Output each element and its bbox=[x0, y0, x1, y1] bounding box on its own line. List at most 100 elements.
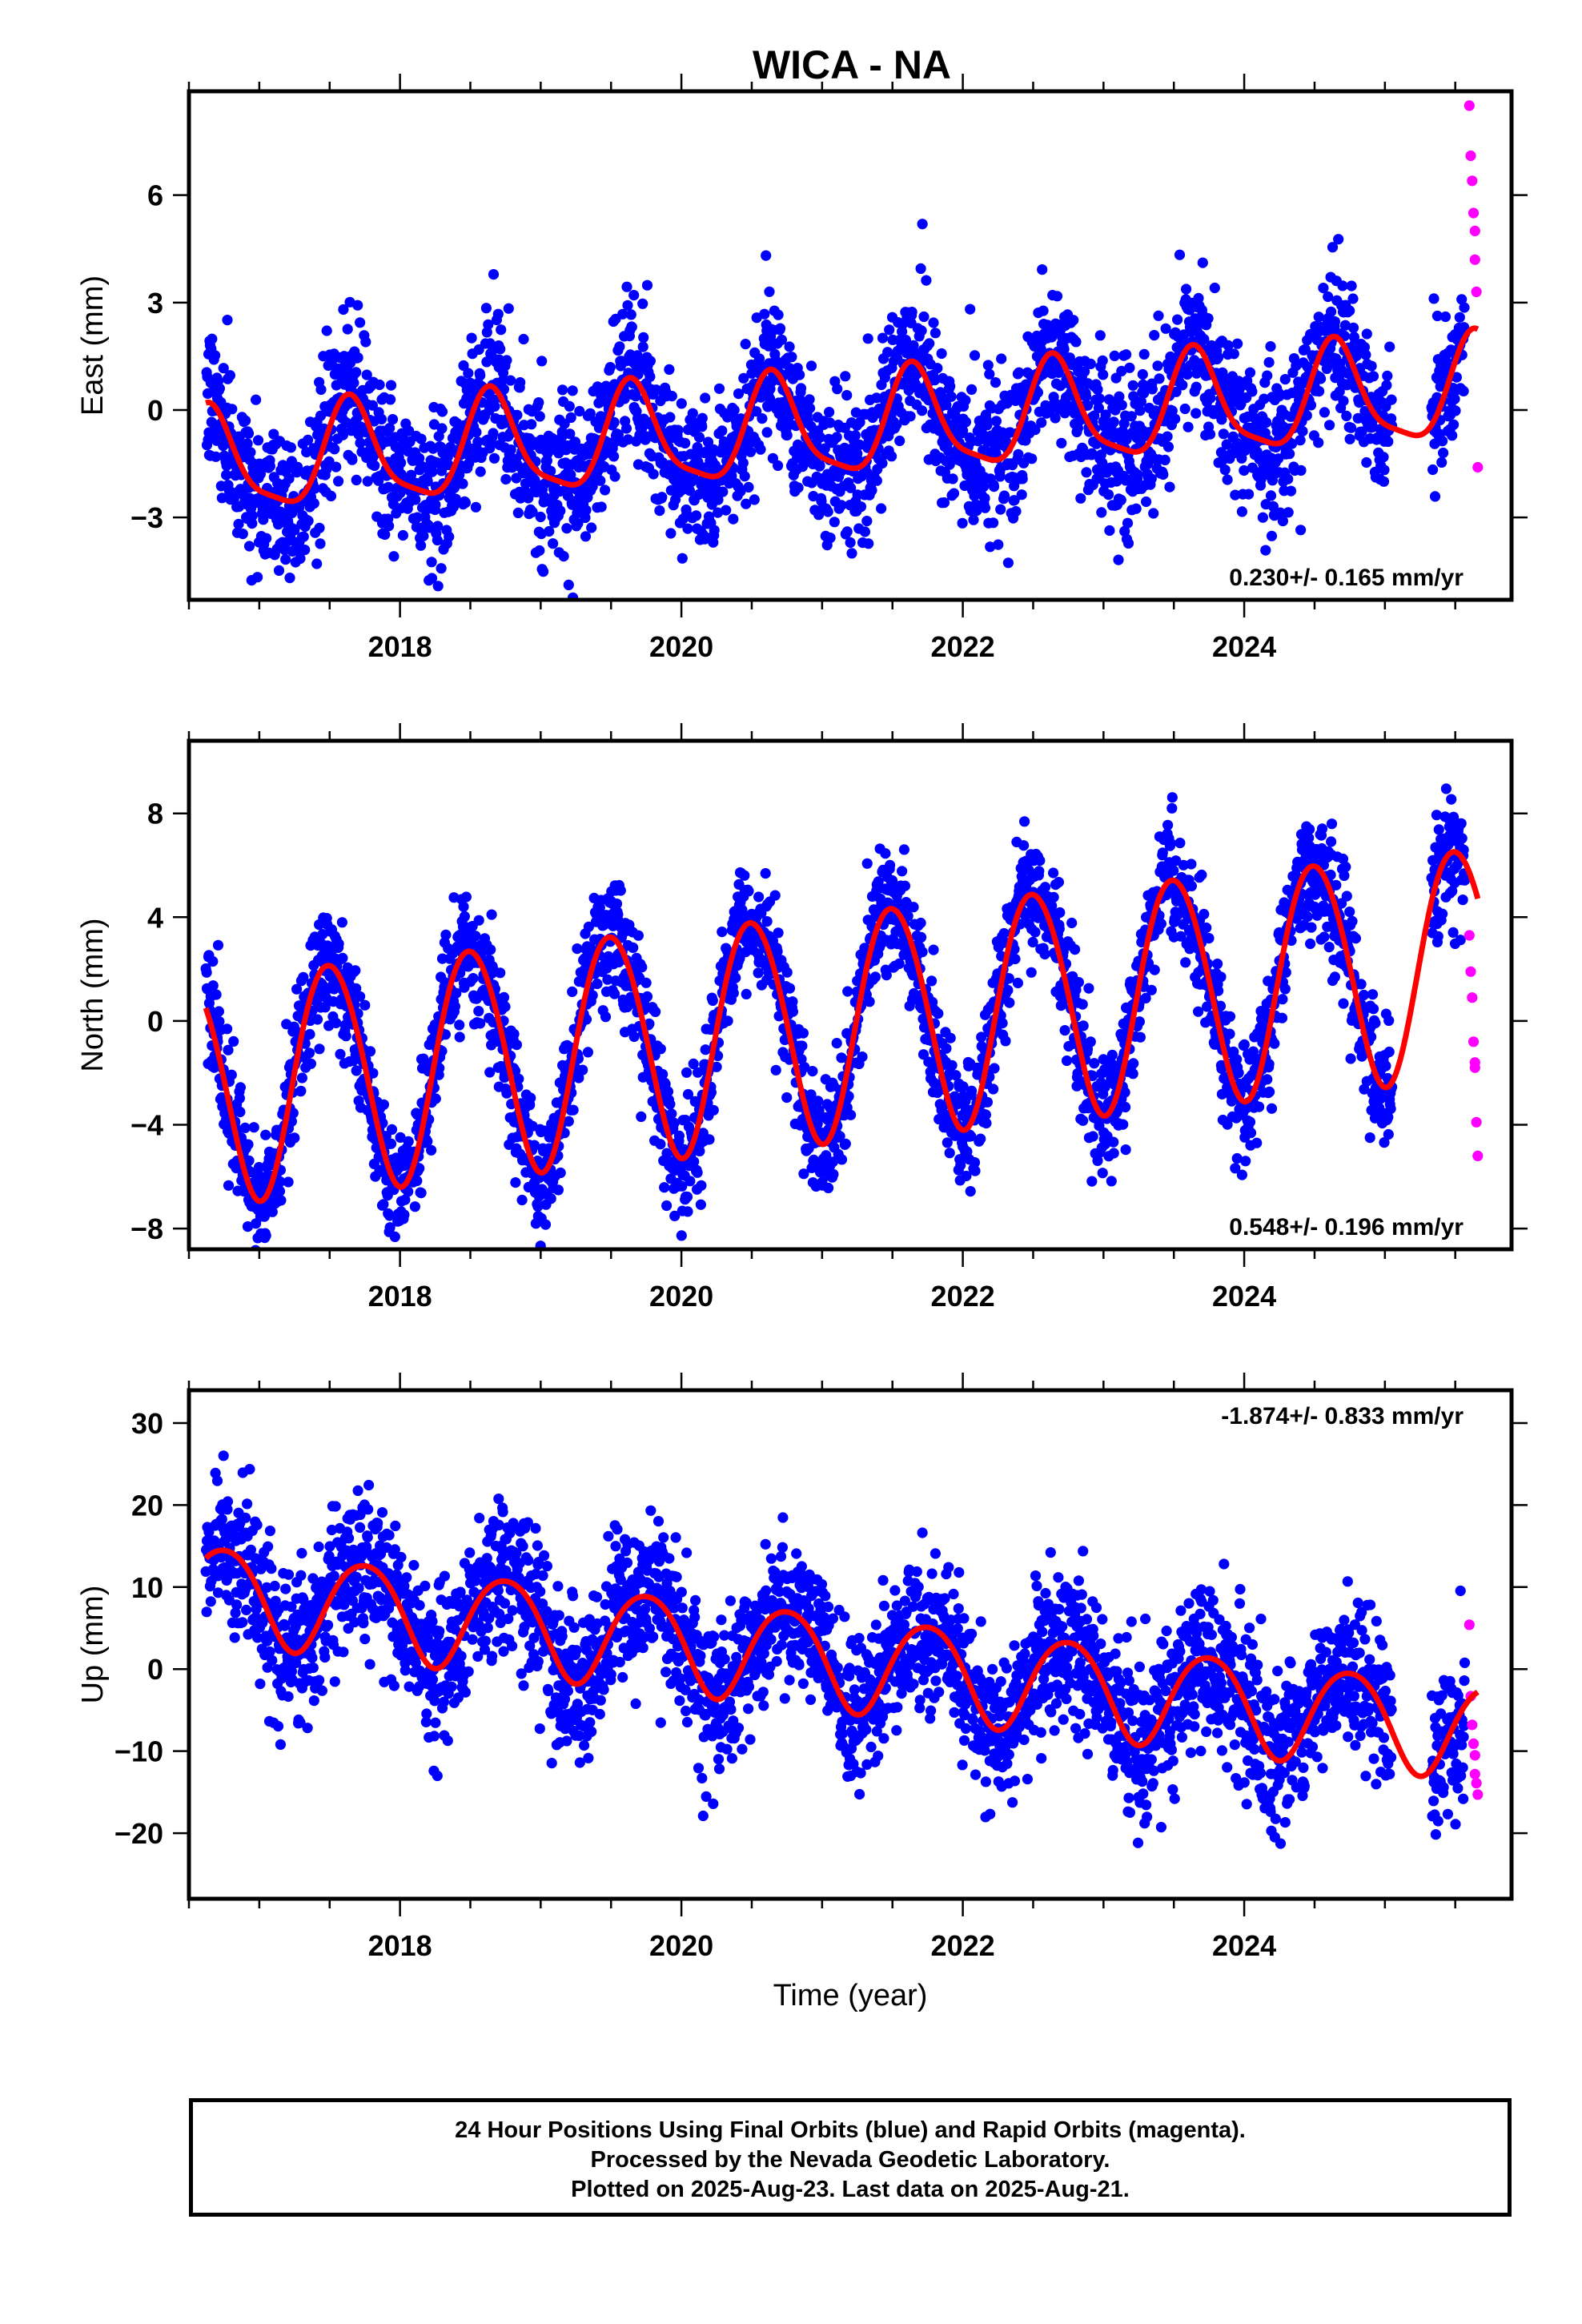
data-point bbox=[915, 263, 926, 274]
data-point bbox=[1305, 400, 1317, 411]
data-point bbox=[416, 433, 427, 444]
data-point bbox=[1319, 407, 1330, 418]
data-point bbox=[1367, 371, 1379, 382]
data-point bbox=[1051, 291, 1063, 302]
data-point bbox=[264, 460, 275, 472]
data-point bbox=[905, 411, 916, 422]
data-point bbox=[857, 1051, 868, 1063]
data-point bbox=[1257, 512, 1268, 523]
data-point bbox=[495, 967, 506, 979]
data-point bbox=[383, 481, 394, 493]
data-point bbox=[534, 545, 545, 557]
data-point bbox=[880, 848, 891, 859]
data-point bbox=[337, 952, 348, 963]
data-point bbox=[572, 508, 583, 519]
data-point bbox=[475, 466, 486, 477]
data-point bbox=[259, 1259, 269, 1269]
data-point bbox=[969, 350, 981, 361]
data-point bbox=[757, 413, 768, 424]
data-point bbox=[891, 419, 902, 431]
data-point bbox=[784, 341, 795, 352]
data-point bbox=[753, 891, 765, 903]
data-point bbox=[1338, 396, 1349, 407]
data-point bbox=[854, 439, 865, 451]
data-point bbox=[1146, 384, 1158, 395]
data-point bbox=[614, 341, 625, 352]
data-point bbox=[432, 581, 444, 592]
data-point bbox=[988, 517, 999, 529]
data-point bbox=[1459, 302, 1470, 313]
data-point bbox=[216, 493, 227, 504]
data-point bbox=[681, 1191, 693, 1203]
data-point bbox=[207, 955, 219, 967]
data-point bbox=[841, 390, 853, 401]
data-point bbox=[471, 427, 482, 438]
data-point bbox=[863, 538, 874, 549]
data-point bbox=[1361, 328, 1372, 340]
data-point bbox=[436, 423, 448, 434]
data-point bbox=[355, 991, 366, 1002]
data-point bbox=[1366, 360, 1377, 372]
data-point bbox=[450, 493, 462, 505]
data-point bbox=[988, 481, 1000, 493]
data-point bbox=[500, 473, 512, 485]
data-point bbox=[309, 483, 320, 494]
data-point bbox=[251, 394, 262, 405]
data-point bbox=[805, 360, 817, 372]
data-point bbox=[1217, 367, 1228, 378]
data-point bbox=[223, 1180, 235, 1191]
data-point bbox=[534, 411, 545, 422]
data-point bbox=[1017, 473, 1028, 485]
data-point bbox=[898, 844, 909, 855]
data-point bbox=[558, 551, 569, 562]
data-point bbox=[572, 518, 584, 529]
data-point bbox=[965, 1186, 976, 1197]
data-point bbox=[430, 499, 441, 510]
data-point bbox=[234, 1092, 245, 1104]
data-point bbox=[666, 1108, 677, 1120]
data-point bbox=[248, 1122, 259, 1133]
data-point bbox=[985, 541, 996, 553]
data-point bbox=[636, 962, 648, 973]
data-point bbox=[427, 466, 438, 477]
data-point bbox=[916, 931, 927, 943]
data-point bbox=[564, 400, 575, 412]
data-point bbox=[325, 490, 337, 502]
data-point bbox=[243, 428, 255, 439]
data-point bbox=[824, 406, 835, 418]
data-point bbox=[787, 1006, 799, 1017]
data-point bbox=[274, 1185, 286, 1196]
data-point bbox=[944, 1148, 955, 1159]
data-point bbox=[1378, 452, 1389, 463]
data-point bbox=[1456, 294, 1468, 305]
data-point bbox=[661, 1200, 673, 1212]
data-point bbox=[684, 485, 696, 497]
data-point bbox=[348, 377, 359, 388]
data-point bbox=[580, 531, 592, 542]
data-point bbox=[289, 1132, 300, 1144]
data-point bbox=[1448, 419, 1460, 430]
data-point bbox=[389, 1231, 400, 1242]
data-point bbox=[1218, 428, 1229, 440]
data-point bbox=[640, 977, 652, 988]
data-point bbox=[503, 303, 514, 314]
east-rapid-orbit-series bbox=[1464, 100, 1484, 473]
data-point bbox=[338, 304, 349, 316]
data-point bbox=[1121, 349, 1132, 360]
data-point bbox=[764, 393, 776, 404]
data-point bbox=[960, 416, 971, 428]
data-point bbox=[1327, 242, 1339, 253]
data-point bbox=[405, 469, 417, 480]
data-point bbox=[700, 392, 711, 404]
chart-title: WICA - NA bbox=[753, 42, 951, 87]
data-point bbox=[1314, 386, 1325, 397]
data-point bbox=[1382, 370, 1393, 381]
data-point bbox=[211, 989, 222, 1000]
data-point bbox=[1255, 474, 1267, 485]
data-point bbox=[828, 1168, 839, 1180]
data-point bbox=[426, 557, 437, 568]
data-point bbox=[595, 475, 606, 486]
data-point bbox=[721, 505, 732, 516]
data-point bbox=[243, 1155, 255, 1166]
data-point bbox=[418, 1053, 429, 1064]
